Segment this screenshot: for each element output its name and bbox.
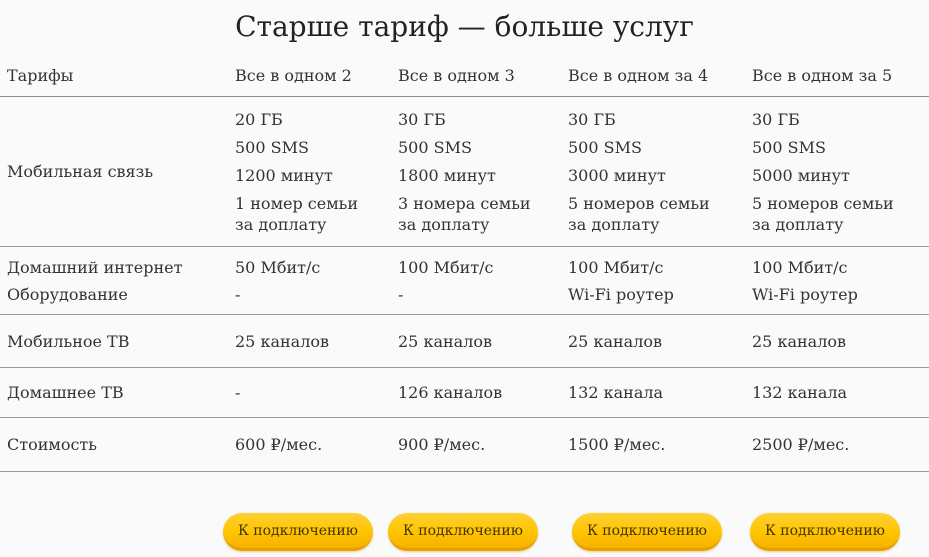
equipment-value: Wi-Fi роутер	[568, 284, 674, 304]
mobile-data-value: 20 ГБ	[235, 109, 283, 129]
row-label-mobile-service: Мобильная связь	[7, 162, 154, 181]
table-row-mobile-tv: Мобильное ТВ 25 каналов 25 каналов 25 ка…	[0, 315, 929, 368]
price-value: 900 ₽/мес.	[398, 435, 486, 454]
home-tv-value: 132 канала	[568, 383, 664, 402]
connect-button-cell: К подключению	[223, 513, 398, 551]
mobile-minutes-value: 5000 минут	[752, 165, 850, 185]
column-header-plan-4: Все в одном за 5	[752, 66, 893, 85]
mobile-data-value: 30 ГБ	[568, 109, 616, 129]
mobile-family-value: 5 номеров семьи за доплату	[752, 193, 894, 234]
table-row-price: Стоимость 600 ₽/мес. 900 ₽/мес. 1500 ₽/м…	[0, 418, 929, 472]
mobile-family-value: 3 номера семьи за доплату	[398, 193, 531, 234]
mobile-data-value: 30 ГБ	[752, 109, 800, 129]
column-header-tariffs: Тарифы	[7, 66, 74, 85]
column-header-plan-2: Все в одном 3	[398, 66, 515, 85]
mobile-family-value: 5 номеров семьи за доплату	[568, 193, 710, 234]
mobile-sms-value: 500 SMS	[752, 137, 826, 157]
home-tv-value: 126 каналов	[398, 383, 503, 402]
connect-button-plan-4[interactable]: К подключению	[750, 513, 900, 551]
column-header-plan-3: Все в одном за 4	[568, 66, 709, 85]
connect-button-cell: К подключению	[388, 513, 568, 551]
mobile-sms-value: 500 SMS	[568, 137, 642, 157]
internet-speed-value: 100 Мбит/с	[752, 257, 848, 277]
connect-button-cell: К подключению	[568, 513, 752, 551]
mobile-data-value: 30 ГБ	[398, 109, 446, 129]
mobile-minutes-value: 1800 минут	[398, 165, 496, 185]
connect-button-plan-1[interactable]: К подключению	[223, 513, 373, 551]
home-tv-value: -	[235, 383, 241, 402]
mobile-service-cell: 30 ГБ 500 SMS 5000 минут 5 номеров семьи…	[752, 109, 929, 235]
mobile-sms-value: 500 SMS	[235, 137, 309, 157]
mobile-service-cell: 30 ГБ 500 SMS 3000 минут 5 номеров семьи…	[568, 109, 752, 235]
row-label-home-tv: Домашнее ТВ	[7, 383, 124, 402]
table-header-row: Тарифы Все в одном 2 Все в одном 3 Все в…	[0, 55, 929, 97]
mobile-minutes-value: 1200 минут	[235, 165, 333, 185]
home-internet-cell: 50 Мбит/с -	[235, 254, 398, 308]
mobile-tv-value: 25 каналов	[752, 331, 846, 351]
price-value: 600 ₽/мес.	[235, 435, 323, 454]
internet-speed-value: 50 Мбит/с	[235, 257, 321, 277]
mobile-family-value: 1 номер семьи за доплату	[235, 193, 359, 234]
table-row-home-tv: Домашнее ТВ - 126 каналов 132 канала 132…	[0, 368, 929, 418]
equipment-label: Оборудование	[7, 284, 128, 304]
mobile-service-cell: 30 ГБ 500 SMS 1800 минут 3 номера семьи …	[398, 109, 568, 235]
page-title: Старше тариф — больше услуг	[235, 10, 694, 43]
internet-speed-value: 100 Мбит/с	[568, 257, 664, 277]
mobile-sms-value: 500 SMS	[398, 137, 472, 157]
column-header-plan-1: Все в одном 2	[235, 66, 352, 85]
home-internet-label: Домашний интернет	[7, 257, 183, 277]
home-internet-cell: 100 Мбит/с Wi-Fi роутер	[568, 254, 752, 308]
mobile-service-cell: 20 ГБ 500 SMS 1200 минут 1 номер семьи з…	[235, 109, 398, 235]
home-internet-cell: 100 Мбит/с -	[398, 254, 568, 308]
mobile-tv-value: 25 каналов	[398, 331, 492, 351]
internet-speed-value: 100 Мбит/с	[398, 257, 494, 277]
price-value: 1500 ₽/мес.	[568, 435, 666, 454]
mobile-tv-value: 25 каналов	[568, 331, 662, 351]
table-row-connect-buttons: К подключению К подключению К подключени…	[0, 472, 929, 551]
equipment-value: -	[235, 284, 241, 304]
connect-button-cell: К подключению	[750, 513, 929, 551]
row-label-home-internet: Домашний интернет Оборудование	[7, 254, 235, 308]
home-internet-cell: 100 Мбит/с Wi-Fi роутер	[752, 254, 929, 308]
mobile-minutes-value: 3000 минут	[568, 165, 666, 185]
table-row-mobile-service: Мобильная связь 20 ГБ 500 SMS 1200 минут…	[0, 97, 929, 247]
connect-button-plan-2[interactable]: К подключению	[388, 513, 538, 551]
mobile-tv-value: 25 каналов	[235, 331, 329, 351]
equipment-value: -	[398, 284, 404, 304]
connect-button-plan-3[interactable]: К подключению	[572, 513, 722, 551]
table-row-home-internet: Домашний интернет Оборудование 50 Мбит/с…	[0, 247, 929, 315]
price-value: 2500 ₽/мес.	[752, 435, 850, 454]
equipment-value: Wi-Fi роутер	[752, 284, 858, 304]
home-tv-value: 132 канала	[752, 383, 848, 402]
row-label-price: Стоимость	[7, 435, 97, 454]
row-label-mobile-tv: Мобильное ТВ	[7, 331, 130, 351]
